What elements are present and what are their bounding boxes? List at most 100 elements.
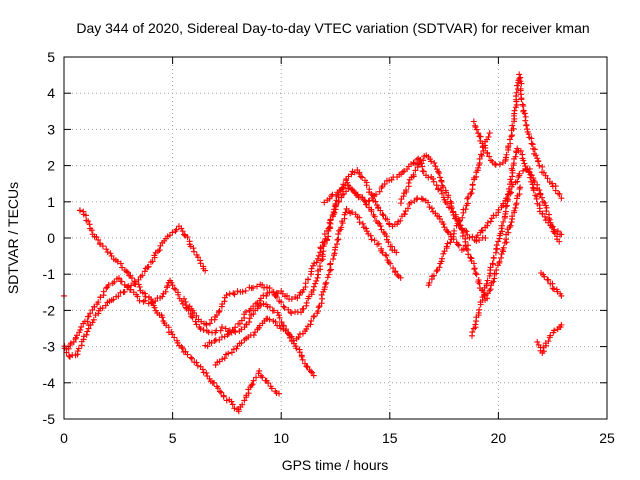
- data-point: [90, 316, 97, 323]
- data-point: [103, 246, 110, 253]
- data-point: [430, 175, 437, 182]
- data-point: [500, 218, 507, 225]
- data-point: [549, 285, 556, 292]
- data-point: [229, 401, 236, 408]
- data-point: [439, 182, 446, 189]
- data-point: [213, 312, 220, 319]
- data-point: [261, 284, 268, 291]
- data-point: [513, 93, 520, 100]
- data-point: [498, 222, 505, 229]
- data-point: [111, 278, 118, 285]
- data-point: [223, 292, 230, 299]
- data-point: [173, 226, 180, 233]
- data-point: [145, 300, 152, 307]
- series-track-6: [212, 205, 404, 368]
- data-point: [223, 397, 230, 404]
- data-point: [383, 252, 390, 259]
- data-point: [241, 397, 248, 404]
- data-point: [194, 254, 201, 261]
- data-point: [523, 122, 530, 129]
- data-point: [456, 218, 463, 225]
- data-point: [507, 222, 514, 229]
- data-point: [538, 194, 545, 201]
- data-point: [348, 171, 355, 178]
- data-point: [425, 174, 432, 181]
- data-point: [480, 289, 487, 296]
- x-tick-label: 20: [491, 430, 507, 446]
- data-point: [400, 193, 407, 200]
- data-point: [199, 366, 206, 373]
- data-point: [393, 249, 400, 256]
- data-point: [288, 296, 295, 303]
- data-point: [335, 198, 342, 205]
- data-point: [490, 254, 497, 261]
- data-point: [399, 169, 406, 176]
- data-point: [430, 178, 437, 185]
- data-point: [542, 213, 549, 220]
- data-point: [260, 292, 267, 299]
- data-point: [532, 152, 539, 159]
- data-point: [275, 289, 282, 296]
- data-point: [80, 208, 87, 215]
- data-point: [221, 355, 228, 362]
- data-point: [499, 228, 506, 235]
- data-point: [188, 355, 195, 362]
- data-point: [321, 231, 328, 238]
- data-point: [224, 331, 231, 338]
- data-point: [231, 405, 238, 412]
- data-point: [483, 280, 490, 287]
- data-point: [189, 314, 196, 321]
- data-point: [545, 338, 552, 345]
- data-point: [184, 234, 191, 241]
- data-point: [505, 229, 512, 236]
- data-point: [485, 133, 492, 140]
- data-point: [218, 389, 225, 396]
- data-point: [506, 136, 513, 143]
- data-point: [430, 272, 437, 279]
- data-point: [397, 274, 404, 281]
- data-point: [121, 288, 128, 295]
- data-point: [507, 189, 514, 196]
- data-point: [157, 242, 164, 249]
- data-point: [105, 281, 112, 288]
- data-point: [278, 319, 285, 326]
- data-point: [107, 250, 114, 257]
- data-point: [471, 266, 478, 273]
- data-point: [165, 324, 172, 331]
- data-point: [220, 393, 227, 400]
- data-point: [260, 300, 267, 307]
- data-point: [518, 80, 525, 87]
- data-point: [479, 227, 486, 234]
- data-point: [238, 339, 245, 346]
- data-point: [360, 197, 367, 204]
- data-point: [459, 214, 466, 221]
- data-point: [303, 363, 310, 370]
- data-point: [520, 167, 527, 174]
- data-point: [322, 235, 329, 242]
- data-point: [484, 277, 491, 284]
- data-point: [436, 264, 443, 271]
- data-point: [465, 194, 472, 201]
- data-point: [276, 322, 283, 329]
- data-point: [136, 283, 143, 290]
- data-point: [250, 332, 257, 339]
- data-point: [85, 313, 92, 320]
- data-point: [428, 158, 435, 165]
- data-point: [558, 292, 565, 299]
- data-point: [487, 218, 494, 225]
- data-point: [405, 179, 412, 186]
- data-point: [516, 191, 523, 198]
- data-point: [335, 236, 342, 243]
- data-point: [476, 306, 483, 313]
- data-point: [124, 269, 131, 276]
- data-point: [508, 165, 515, 172]
- series-track-13: [538, 269, 565, 299]
- data-point: [362, 225, 369, 232]
- data-point: [447, 239, 454, 246]
- data-point: [139, 272, 146, 279]
- data-point: [411, 160, 418, 167]
- data-point: [296, 349, 303, 356]
- data-point: [514, 82, 521, 89]
- data-point: [315, 308, 322, 315]
- data-point: [311, 260, 318, 267]
